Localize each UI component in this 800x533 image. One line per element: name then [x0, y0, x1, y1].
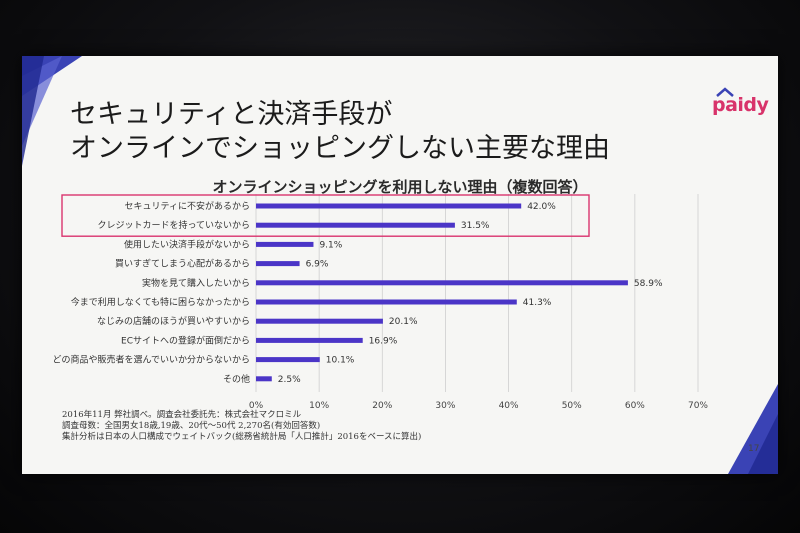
category-label: 今まで利用しなくても特に困らなかったから: [71, 296, 250, 308]
page-number: 17: [748, 444, 760, 454]
bar: [256, 203, 522, 209]
x-tick-label: 10%: [309, 401, 329, 411]
category-label: セキュリティに不安があるから: [125, 200, 250, 212]
category-label: ECサイトへの登録が面倒だから: [121, 334, 250, 346]
bar: [256, 222, 455, 228]
value-label: 9.1%: [319, 240, 342, 250]
x-tick-label: 70%: [688, 401, 708, 411]
value-label: 58.9%: [634, 279, 663, 289]
value-label: 42.0%: [527, 202, 556, 212]
x-tick-label: 20%: [372, 401, 392, 411]
bar: [256, 241, 314, 247]
bar: [256, 376, 272, 382]
slide-title: セキュリティと決済手段が オンラインでショッピングしない主要な理由: [70, 98, 610, 166]
category-label: 実物を見て購入したいから: [142, 277, 250, 289]
x-tick-label: 60%: [625, 401, 645, 411]
logo-roof-icon: [716, 87, 734, 97]
note-line: 集計分析は日本の人口構成でウェイトバック(総務省統計局「人口推計」2016をベー…: [62, 432, 422, 442]
value-label: 31.5%: [461, 221, 490, 231]
category-label: その他: [223, 373, 250, 385]
bar-chart: 0% 10% 20% 30% 40% 50% 60% 70% セキュリティに不安があるから 42.…: [52, 194, 708, 411]
survey-notes: 2016年11月 弊社調べ。調査会社委託先：株式会社マクロミル 調査母数：全国男…: [62, 410, 421, 443]
value-label: 20.1%: [389, 317, 418, 327]
x-tick-label: 0%: [249, 401, 264, 411]
category-label: どの商品や販売者を選んでいいか分からないから: [52, 354, 250, 366]
x-tick-label: 40%: [499, 401, 519, 411]
bar: [256, 318, 383, 324]
note-line: 調査母数：全国男女18歳,19歳、20代〜50代 2,270名(有効回答数): [62, 421, 321, 431]
slide-title-line-1: セキュリティと決済手段が: [70, 99, 393, 130]
bar: [256, 280, 628, 286]
x-tick-label: 30%: [435, 401, 455, 411]
value-label: 10.1%: [326, 356, 355, 366]
note-line: 2016年11月 弊社調べ。調査会社委託先：株式会社マクロミル: [62, 410, 302, 420]
slide-corner-decoration: [22, 56, 82, 166]
bar: [256, 299, 517, 305]
presentation-slide: paidy セキュリティと決済手段が オンラインでショッピングしない主要な理由 …: [22, 56, 778, 474]
value-label: 6.9%: [306, 260, 329, 270]
bar: [256, 261, 300, 267]
category-label: クレジットカードを持っていないから: [97, 219, 250, 231]
chart-title: オンラインショッピングを利用しない理由（複数回答）: [212, 178, 588, 196]
bar: [256, 337, 363, 343]
category-label: 使用したい決済手段がないから: [124, 238, 250, 250]
slide-title-line-2: オンラインでショッピングしない主要な理由: [70, 133, 610, 164]
x-tick-label: 50%: [562, 401, 582, 411]
category-label: 買いすぎてしまう心配があるから: [115, 258, 250, 270]
highlight-box: [61, 194, 590, 237]
paidy-logo: paidy: [712, 94, 769, 116]
value-label: 2.5%: [278, 375, 301, 385]
value-label: 41.3%: [523, 298, 552, 308]
slide-corner-decoration-right: [728, 384, 778, 474]
bar: [256, 357, 320, 363]
category-label: なじみの店舗のほうが買いやすいから: [97, 315, 250, 327]
value-label: 16.9%: [369, 336, 398, 346]
